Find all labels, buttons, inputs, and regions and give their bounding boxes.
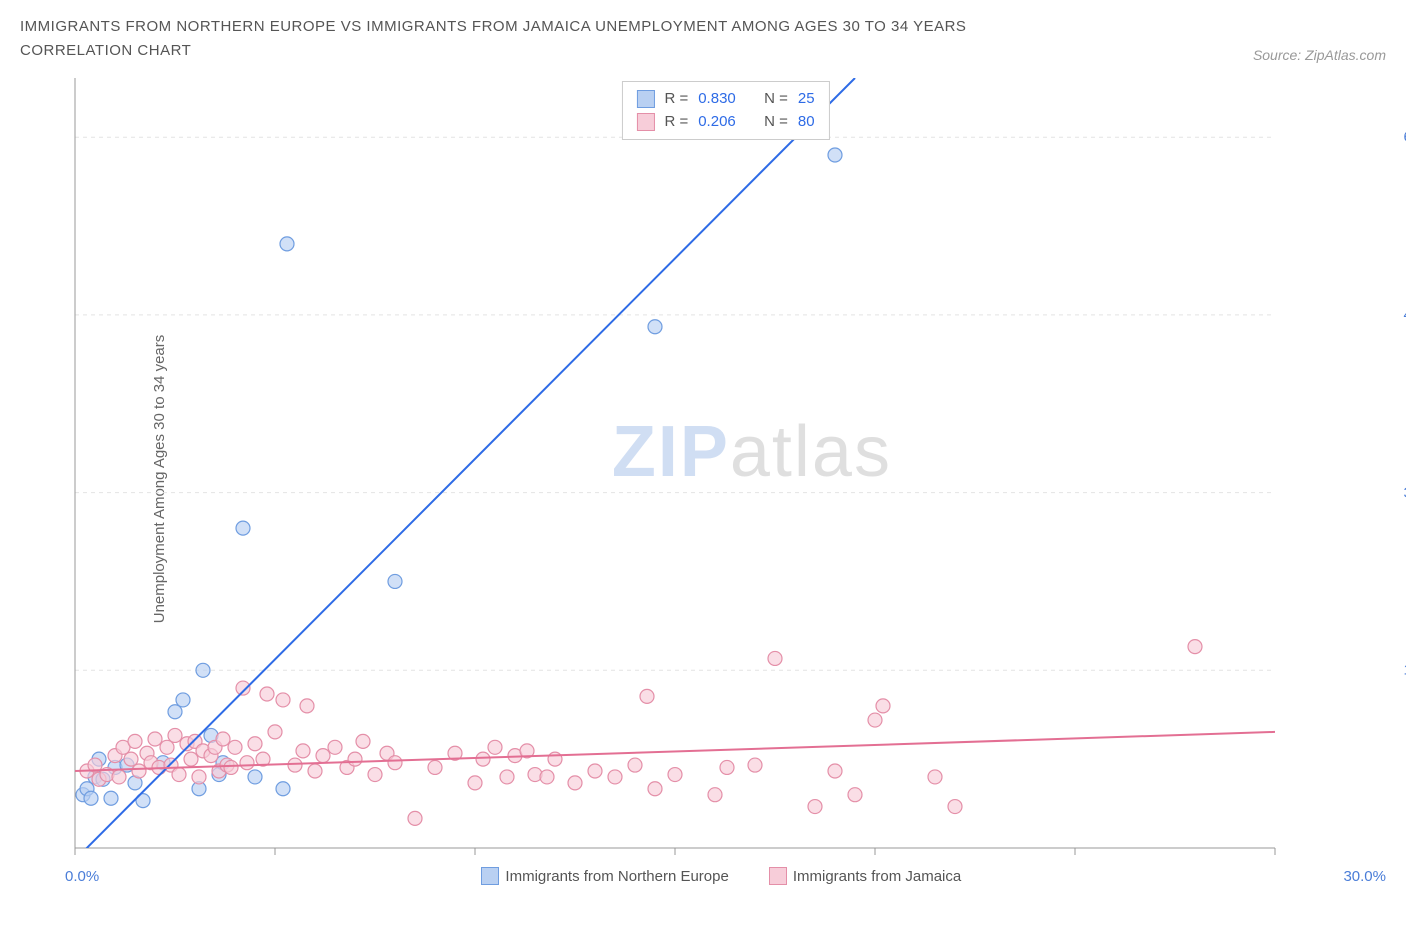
legend: Immigrants from Northern Europe Immigrant… <box>481 867 961 885</box>
scatter-plot: ZIPatlas R = 0.830 N = 25 R = 0.206 N = … <box>65 73 1386 863</box>
n-label: N = <box>764 111 788 134</box>
legend-item-northern_europe: Immigrants from Northern Europe <box>481 867 728 885</box>
stats-row-northern_europe: R = 0.830 N = 25 <box>636 88 814 111</box>
chart-svg <box>65 73 1345 863</box>
swatch-icon <box>636 90 654 108</box>
swatch-icon <box>636 113 654 131</box>
n-label: N = <box>764 88 788 111</box>
legend-label: Immigrants from Jamaica <box>793 868 961 885</box>
n-value: 25 <box>798 88 815 111</box>
correlation-stats-box: R = 0.830 N = 25 R = 0.206 N = 80 <box>621 81 829 140</box>
r-value: 0.206 <box>698 111 736 134</box>
source-attribution: Source: ZipAtlas.com <box>1253 47 1386 63</box>
swatch-icon <box>769 867 787 885</box>
r-label: R = <box>664 88 688 111</box>
x-axis-min-label: 0.0% <box>65 868 99 885</box>
legend-item-jamaica: Immigrants from Jamaica <box>769 867 961 885</box>
legend-label: Immigrants from Northern Europe <box>505 868 728 885</box>
r-label: R = <box>664 111 688 134</box>
r-value: 0.830 <box>698 88 736 111</box>
n-value: 80 <box>798 111 815 134</box>
x-axis-max-label: 30.0% <box>1343 868 1386 885</box>
stats-row-jamaica: R = 0.206 N = 80 <box>636 111 814 134</box>
chart-title-line2: CORRELATION CHART <box>20 39 966 63</box>
chart-title-line1: IMMIGRANTS FROM NORTHERN EUROPE VS IMMIG… <box>20 15 966 39</box>
swatch-icon <box>481 867 499 885</box>
